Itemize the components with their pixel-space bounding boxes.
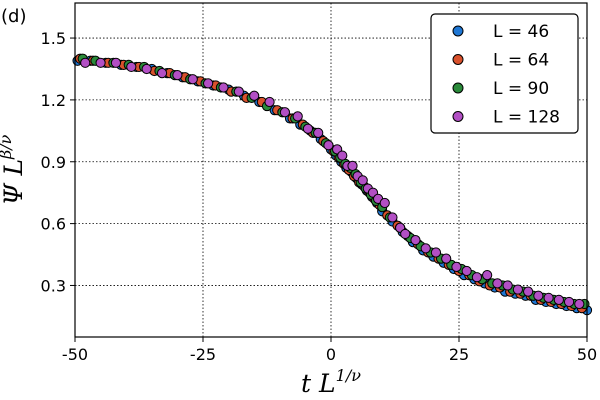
y-axis-label-exponent: β/ν [0, 134, 15, 160]
y-axis-label: Ψ Lβ/ν [0, 134, 28, 205]
data-point [203, 78, 214, 89]
data-point [292, 111, 303, 122]
data-point [461, 265, 472, 277]
data-point [218, 82, 229, 93]
data-point [379, 197, 390, 209]
data-point [126, 61, 137, 73]
legend: L = 46 L = 64 L = 90 L = 128 [430, 13, 579, 134]
y-tick-label: 0.6 [41, 215, 66, 234]
data-point [156, 67, 168, 79]
data-point [471, 272, 483, 283]
data-point [482, 270, 493, 281]
x-axis-label-main: t L [301, 369, 336, 398]
data-point [502, 280, 513, 291]
data-point [313, 127, 324, 138]
data-point [533, 290, 544, 301]
data-point [95, 57, 106, 68]
data-point [523, 286, 534, 297]
data-point [563, 296, 575, 308]
y-tick-label: 1.2 [41, 91, 66, 110]
data-point [187, 74, 198, 85]
x-tick-label: -25 [190, 345, 216, 364]
data-point [80, 57, 91, 68]
y-tick-label: 0.3 [41, 276, 66, 295]
data-point [172, 70, 183, 81]
legend-marker [452, 54, 464, 65]
legend-marker [452, 111, 464, 122]
legend-marker [452, 25, 464, 37]
data-point [141, 63, 152, 75]
data-point [347, 160, 358, 171]
x-axis-ticks: -50 -25 0 25 50 [62, 337, 597, 364]
data-point [410, 234, 421, 246]
y-tick-label: 0.9 [41, 153, 66, 172]
data-point [387, 212, 398, 223]
data-point [337, 150, 348, 161]
data-point [323, 140, 334, 151]
legend-label: L = 128 [493, 108, 560, 128]
y-axis-ticks: 0.3 0.6 0.9 1.2 1.5 [41, 29, 75, 295]
grid [75, 3, 587, 337]
series-3 [80, 57, 585, 310]
legend-marker [452, 82, 464, 94]
x-tick-label: 0 [326, 345, 336, 364]
x-tick-label: 25 [449, 345, 469, 364]
data-point [430, 247, 442, 258]
y-axis-label-main: Ψ L [0, 159, 28, 205]
x-axis-label: t L1/ν [301, 366, 361, 398]
x-axis-label-exponent: 1/ν [336, 366, 362, 385]
data-point [492, 278, 503, 289]
legend-label: L = 90 [493, 79, 549, 99]
data-point [420, 243, 431, 254]
data-point [441, 253, 452, 264]
legend-box [430, 13, 579, 134]
data-point [574, 298, 585, 310]
data-point [543, 292, 554, 303]
x-tick-label: 50 [577, 345, 597, 364]
data-point [110, 57, 122, 68]
data-point [233, 86, 244, 97]
data-point [264, 96, 275, 108]
data-point [357, 175, 368, 186]
data-point [451, 261, 462, 273]
data-point [512, 284, 523, 295]
data-points [72, 53, 593, 316]
data-point [249, 90, 260, 101]
legend-label: L = 46 [493, 22, 549, 42]
x-tick-label: -50 [62, 345, 88, 364]
panel-label: (d) [1, 6, 26, 27]
data-point [302, 123, 314, 134]
legend-label: L = 64 [493, 51, 549, 71]
data-point [400, 228, 411, 240]
data-point [553, 294, 564, 305]
data-point [279, 107, 291, 118]
y-tick-label: 1.5 [41, 29, 66, 48]
